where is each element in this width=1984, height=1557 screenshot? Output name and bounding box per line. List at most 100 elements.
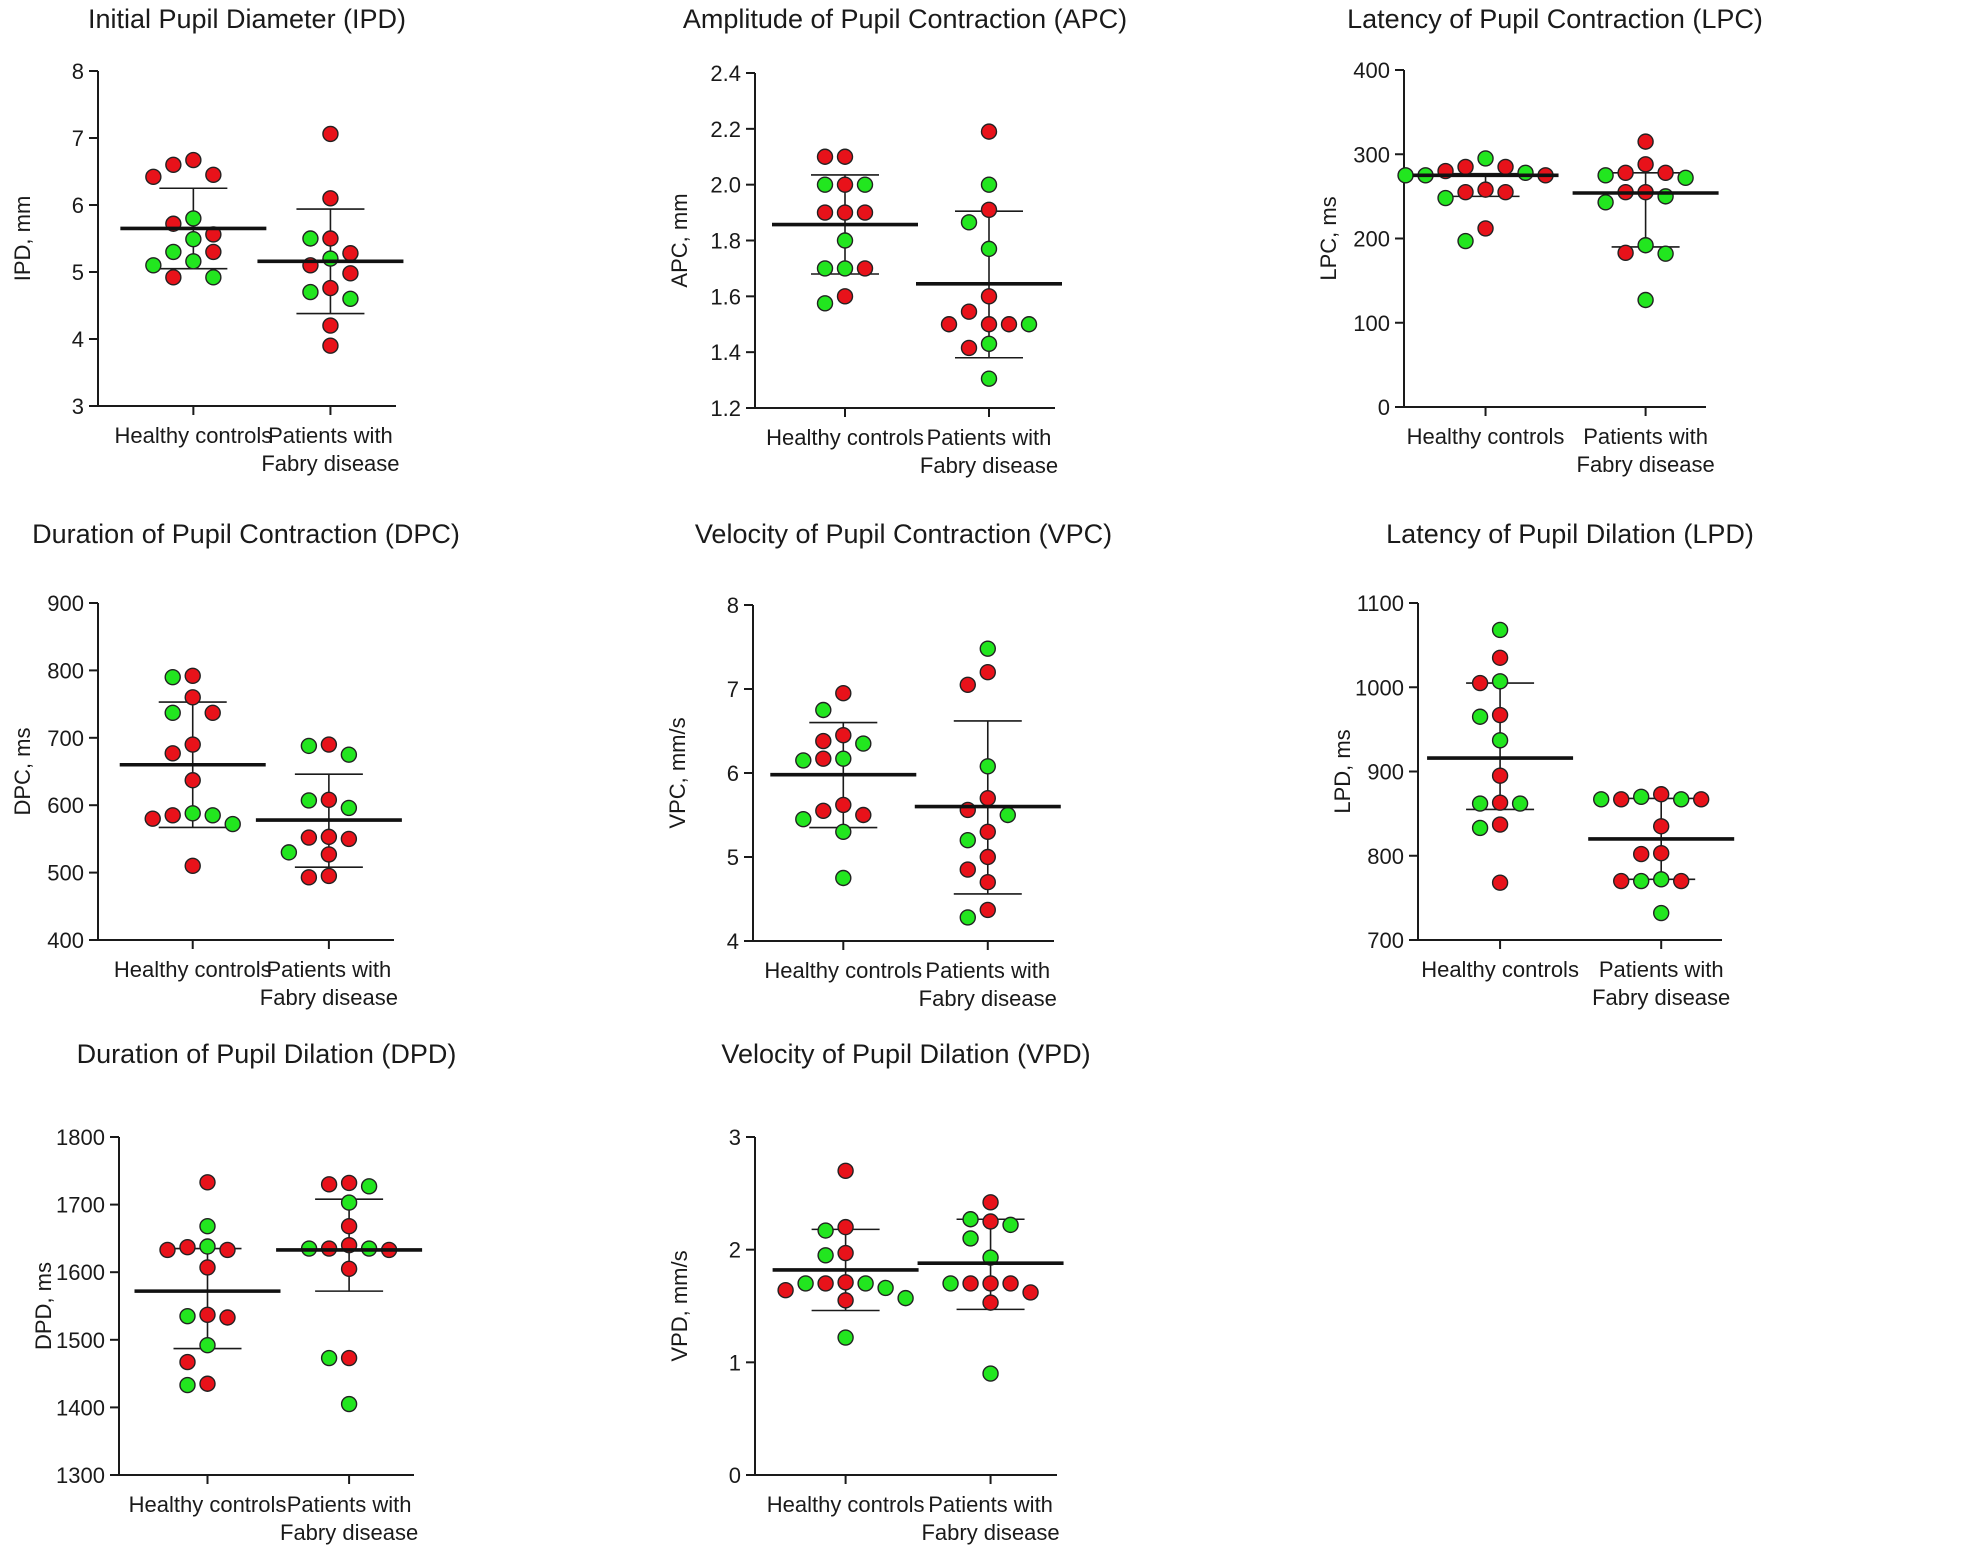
data-point-red (204, 704, 221, 722)
y-tick-label: 5 (727, 845, 739, 870)
x-category-label: Patients with Fabry disease (260, 957, 398, 1010)
y-tick-label: 3 (729, 1125, 741, 1150)
data-point-red (320, 1176, 338, 1193)
data-point-red (982, 1194, 999, 1211)
data-point-green (897, 1289, 914, 1307)
y-tick-label: 0 (729, 1463, 741, 1488)
data-point-green (199, 1218, 216, 1235)
data-point-red (816, 148, 834, 165)
data-point-green (280, 844, 298, 861)
chart-dpd: Duration of Pupil Dilation (DPD)DPD, ms1… (31, 1039, 456, 1545)
data-point-green (980, 176, 998, 193)
data-point-red (980, 316, 998, 333)
y-tick-label: 1.6 (710, 284, 741, 309)
data-point-green (300, 737, 318, 755)
data-point-red (816, 204, 834, 221)
y-tick-label: 800 (1367, 844, 1404, 869)
y-tick-label: 1500 (56, 1328, 105, 1353)
chart-vpc: Velocity of Pupil Contraction (VPC) VPC, … (665, 519, 1112, 1011)
data-point-red (979, 790, 996, 807)
data-point-red (342, 265, 359, 282)
y-axis-label: APC, mm (667, 193, 692, 287)
data-point-red (199, 1306, 216, 1323)
chart-title: Velocity of Pupil Dilation (VPD) (721, 1039, 1090, 1069)
x-category-label-line: Healthy controls (766, 425, 924, 450)
data-point-red (219, 1309, 236, 1326)
data-point-red (322, 317, 339, 334)
data-point-red (320, 867, 338, 885)
data-point-green (816, 260, 834, 277)
data-point-green (816, 176, 834, 193)
data-point-red (856, 204, 874, 221)
data-point-green (1397, 167, 1414, 184)
data-point-green (1491, 732, 1509, 749)
x-category-label: Patients with Fabry disease (280, 1492, 418, 1545)
data-point-red (980, 201, 998, 218)
data-point-red (1613, 791, 1630, 808)
y-axis-label: VPD, mm/s (667, 1250, 692, 1361)
panel-apc: Amplitude of Pupil Contraction (APC) APC,… (660, 0, 1320, 515)
data-point-green (980, 240, 998, 258)
x-category-label-line: Fabry disease (260, 985, 398, 1010)
data-point-red (199, 1375, 216, 1392)
data-point-red (184, 772, 201, 789)
data-point-red (837, 1162, 854, 1180)
data-point-green (817, 1247, 834, 1264)
y-tick-label: 400 (47, 928, 84, 953)
y-tick-label: 3 (72, 394, 84, 419)
data-point-green (1437, 189, 1454, 207)
data-point-red (205, 243, 222, 261)
y-tick-label: 100 (1353, 311, 1390, 336)
data-point-green (856, 176, 874, 193)
data-point-red (1613, 872, 1630, 890)
x-category-label-line: Healthy controls (1407, 424, 1565, 449)
y-tick-label: 2.2 (710, 117, 741, 142)
data-point-green (185, 230, 202, 248)
x-category-label: Healthy controls (1421, 957, 1579, 982)
data-point-red (219, 1241, 236, 1259)
data-point-red (322, 190, 339, 207)
data-point-red (1002, 1275, 1019, 1292)
panel-dpc: Duration of Pupil Contraction (DPC) DPC, … (0, 515, 660, 1035)
data-point-red (1491, 767, 1509, 784)
panel-ipd: Initial Pupil Diameter (IPD) IPD, mm 3 4 5 6 7… (0, 0, 660, 515)
y-axis-label: DPC, ms (10, 728, 35, 816)
data-point-red (322, 125, 339, 143)
data-point-red (835, 796, 852, 814)
data-point-green (1471, 708, 1489, 725)
data-point-green (1633, 788, 1650, 805)
data-point-green (1477, 150, 1494, 167)
data-point-red (199, 1259, 216, 1276)
data-point-green (836, 232, 854, 249)
data-point-green (1637, 237, 1654, 254)
data-point-red (1497, 158, 1514, 176)
data-point-red (320, 791, 338, 809)
data-point-red (837, 1274, 854, 1291)
data-point-red (205, 166, 222, 184)
data-point-red (322, 230, 339, 247)
data-point-red (837, 1292, 854, 1309)
data-point-green (164, 704, 181, 722)
data-point-red (1477, 181, 1494, 198)
y-tick-label: 7 (727, 677, 739, 702)
y-tick-label: 6 (72, 193, 84, 218)
y-tick-label: 0 (1378, 395, 1390, 420)
data-point-green (857, 1275, 874, 1292)
data-point-green (340, 1395, 358, 1413)
y-tick-label: 1.2 (710, 396, 741, 421)
y-tick-label: 1700 (56, 1193, 105, 1218)
data-point-red (836, 204, 854, 221)
y-tick-label: 1300 (56, 1463, 105, 1488)
data-point-green (982, 1249, 999, 1266)
data-point-red (184, 689, 201, 706)
data-point-green (1511, 795, 1529, 812)
data-point-green (979, 640, 996, 657)
x-category-label-line: Fabry disease (1592, 985, 1730, 1010)
data-point-red (1491, 649, 1509, 666)
data-point-red (320, 736, 338, 753)
data-point-red (1477, 220, 1494, 237)
data-point-red (815, 750, 832, 767)
data-point-red (184, 667, 201, 684)
data-point-green (342, 290, 359, 307)
